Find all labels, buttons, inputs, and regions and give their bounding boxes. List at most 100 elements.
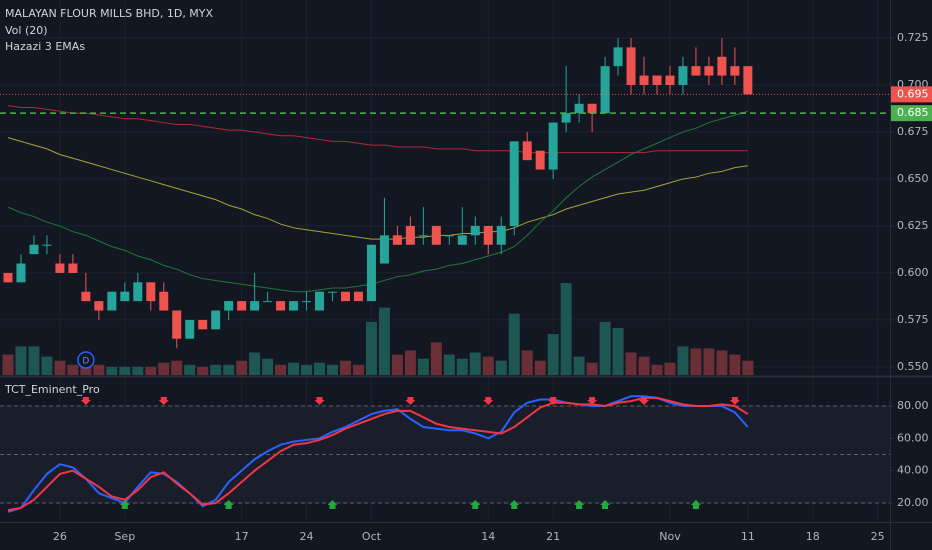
volume-bar — [417, 358, 429, 375]
candle-body — [665, 75, 675, 85]
candle-body — [224, 301, 234, 311]
volume-bar — [301, 364, 313, 375]
volume-bar — [651, 364, 663, 375]
candle-body — [457, 235, 467, 245]
y-tick-label: 0.725 — [897, 31, 929, 44]
buy-signal — [690, 499, 701, 509]
candle-body — [94, 301, 104, 311]
candle-body — [379, 235, 389, 264]
x-tick-label: Nov — [659, 530, 681, 543]
volume-bar — [599, 321, 611, 375]
candle-body — [743, 66, 753, 95]
candle-body — [55, 263, 65, 273]
y-tick-label: 40.00 — [897, 464, 929, 477]
candle-body — [626, 47, 636, 85]
candle-body — [444, 235, 454, 237]
volume-bar — [106, 366, 118, 375]
buy-signal — [119, 499, 130, 509]
volume-bar — [677, 346, 689, 375]
x-tick-label: 25 — [871, 530, 885, 543]
candle-body — [431, 225, 441, 245]
volume-bar — [742, 360, 754, 375]
volume-bar — [703, 348, 715, 375]
sell-signal — [548, 396, 559, 405]
candle-body — [42, 244, 52, 246]
volume-bar — [586, 362, 598, 375]
y-tick-label: 0.600 — [897, 266, 929, 279]
event-label: D — [82, 357, 89, 367]
x-tick-label: Sep — [114, 530, 135, 543]
volume-bar — [352, 364, 364, 375]
candle-body — [185, 319, 195, 339]
volume-bar — [119, 366, 131, 375]
sell-signal — [80, 396, 91, 405]
volume-bar — [288, 362, 300, 375]
price-label: 0.685 — [897, 106, 929, 119]
oscillator-title: TCT_Eminent_Pro — [4, 383, 100, 396]
sell-signal — [158, 396, 169, 405]
volume-bar — [443, 354, 455, 375]
volume-bar — [547, 334, 559, 375]
indicator-line — [7, 110, 748, 293]
candle-body — [483, 225, 493, 245]
x-tick-label: 14 — [481, 530, 495, 543]
volume-bar — [93, 364, 105, 375]
x-tick-label: 24 — [300, 530, 314, 543]
candle-body — [535, 150, 545, 170]
volume-bar — [625, 352, 637, 375]
candle-body — [3, 272, 13, 283]
candle-body — [405, 225, 415, 245]
candle-body — [120, 291, 130, 302]
volume-bar — [158, 362, 170, 375]
candle-body — [172, 310, 182, 339]
y-tick-label: 60.00 — [897, 431, 929, 444]
volume-bar — [314, 362, 326, 375]
chart-title: MALAYAN FLOUR MILLS BHD, 1D, MYX — [5, 7, 214, 20]
candle-body — [548, 122, 558, 170]
volume-bar — [612, 327, 624, 375]
candle-body — [353, 291, 363, 302]
volume-bar — [132, 366, 144, 375]
indicator-line — [7, 105, 748, 154]
x-tick-label: Oct — [362, 530, 382, 543]
volume-bar — [145, 366, 157, 375]
y-tick-label: 0.550 — [897, 360, 929, 373]
candle-body — [574, 103, 584, 114]
candle-body — [340, 291, 350, 302]
volume-bar — [508, 313, 520, 375]
indicator-label: Hazazi 3 EMAs — [5, 40, 85, 53]
y-tick-label: 0.650 — [897, 172, 929, 185]
candle-body — [392, 235, 402, 245]
volume-bar — [327, 364, 338, 375]
candle-body — [146, 282, 156, 302]
sell-signal — [729, 396, 740, 405]
candle-body — [68, 263, 78, 273]
sell-signal — [314, 396, 325, 405]
volume-bar — [171, 360, 183, 375]
volume-bar — [28, 346, 40, 375]
candle-body — [250, 301, 260, 311]
buy-signal — [327, 499, 338, 509]
volume-bar — [223, 364, 235, 375]
y-tick-label: 0.575 — [897, 313, 929, 326]
candle-body — [418, 235, 428, 237]
volume-bar — [54, 360, 66, 375]
volume-bar — [495, 360, 507, 375]
candle-body — [237, 301, 247, 311]
x-tick-label: 11 — [741, 530, 755, 543]
price-label-box — [891, 105, 932, 122]
indicator-line — [7, 396, 749, 512]
volume-bar — [664, 362, 676, 375]
candle-body — [730, 66, 740, 76]
buy-signal — [509, 499, 520, 509]
volume-bar — [249, 352, 261, 375]
volume-bar — [729, 354, 741, 375]
sell-signal — [483, 396, 494, 405]
volume-bar — [15, 346, 27, 375]
candle-body — [133, 282, 143, 302]
buy-signal — [470, 499, 481, 509]
event-marker — [77, 351, 95, 369]
candle-body — [509, 141, 519, 226]
volume-bar — [80, 362, 92, 375]
